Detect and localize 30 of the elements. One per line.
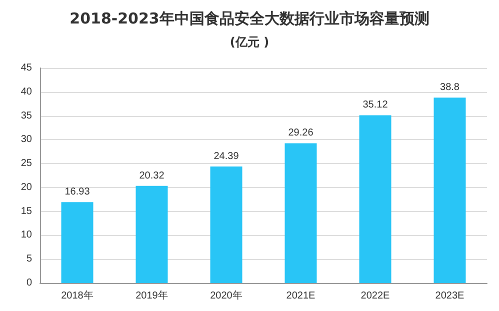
y-tick-label: 10 <box>20 230 32 241</box>
x-tick-label: 2018年 <box>61 290 94 302</box>
y-tick-label: 25 <box>20 158 32 170</box>
x-tick-label: 2020年 <box>210 290 242 302</box>
y-tick-label: 5 <box>26 254 32 265</box>
data-label: 35.12 <box>362 100 388 111</box>
bar <box>61 202 94 283</box>
chart-title: 2018-2023年中国食品安全大数据行业市场容量预测 <box>70 10 430 28</box>
bar <box>284 143 317 283</box>
x-tick-label: 2023E <box>435 290 465 302</box>
data-label: 24.39 <box>214 150 240 162</box>
y-tick-label: 30 <box>20 134 32 146</box>
bar <box>359 115 392 283</box>
y-tick-label: 40 <box>20 86 32 98</box>
y-tick-label: 15 <box>20 206 32 217</box>
x-tick-label: 2019年 <box>136 290 168 302</box>
chart-subtitle: (亿元 ) <box>230 35 270 49</box>
bar <box>434 98 466 283</box>
y-tick-label: 20 <box>20 182 32 193</box>
y-tick-label: 35 <box>20 110 32 122</box>
bar <box>210 166 242 283</box>
y-tick-label: 45 <box>20 62 32 74</box>
data-label: 16.93 <box>64 186 90 198</box>
x-tick-label: 2021E <box>286 290 316 302</box>
y-tick-label: 0 <box>26 278 32 288</box>
x-tick-label: 2022E <box>360 290 390 302</box>
data-label: 20.32 <box>139 170 165 182</box>
bar <box>136 186 168 283</box>
data-label: 38.8 <box>440 82 460 94</box>
data-label: 29.26 <box>288 128 314 139</box>
